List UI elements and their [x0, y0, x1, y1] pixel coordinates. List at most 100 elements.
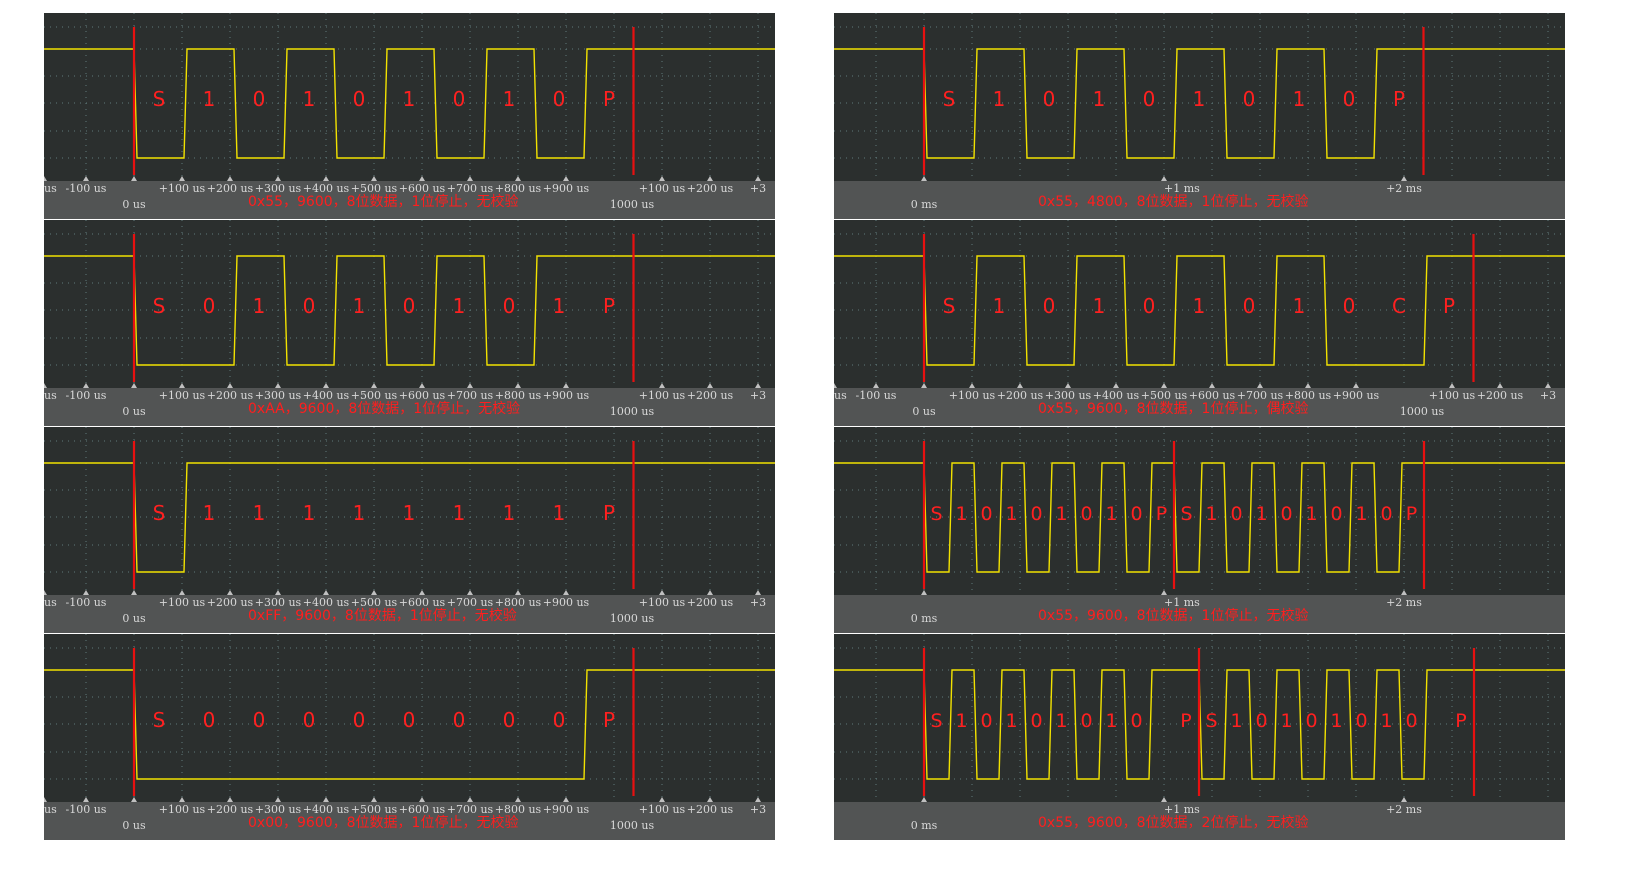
tick-label: +100 us	[949, 389, 996, 402]
tick-arrow	[1401, 176, 1407, 181]
left-column: us -100 us +100 us +200 us +300 us +400 us +50…	[44, 13, 775, 872]
bit-label: 0	[1355, 710, 1367, 732]
tick-label: -100 us	[66, 803, 107, 816]
tick-label: -100 us	[66, 389, 107, 402]
tick-label: +700 us	[447, 182, 494, 195]
bit-label: 1	[503, 501, 516, 525]
bit-label: 0	[1230, 503, 1242, 525]
tick-label: +900 us	[543, 182, 590, 195]
panel-caption: 0xFF，9600，8位数据，1位停止，无校验	[248, 607, 517, 624]
bit-label: S	[1205, 710, 1217, 732]
tick-arrow	[563, 176, 569, 181]
tick-arrow	[707, 797, 713, 802]
bit-label: 0	[1143, 87, 1156, 111]
bit-label: 1	[553, 501, 566, 525]
tick-label: +400 us	[303, 803, 350, 816]
bit-label: 1	[1205, 503, 1217, 525]
panel-caption: 0x55，9600，8位数据，1位停止，无校验	[248, 193, 518, 210]
tick-arrow	[227, 797, 233, 802]
bit-label: 0	[1343, 294, 1356, 318]
bit-label: 0	[1043, 87, 1056, 111]
bit-label: P	[1443, 294, 1455, 318]
right-column: +1 ms +2 ms 0 ms 0x55，4800，8位数据，1位停止，无校验 S 1 0…	[834, 13, 1565, 872]
end-time-label: 1000 us	[610, 405, 655, 418]
axis-strip	[44, 181, 775, 219]
signal-trace	[834, 255, 1565, 366]
tick-arrow	[467, 797, 473, 802]
tick-arrow	[707, 383, 713, 388]
end-time-label: 1000 us	[610, 612, 655, 625]
tick-arrow	[515, 590, 521, 595]
tick-label: +100 us	[639, 389, 686, 402]
bit-label: 0	[1030, 710, 1042, 732]
bit-label: 1	[1355, 503, 1367, 525]
bit-label: S	[930, 710, 942, 732]
tick-label: +300 us	[255, 182, 302, 195]
tick-arrow	[1113, 383, 1119, 388]
bit-label: 1	[1105, 710, 1117, 732]
tick-arrow	[1401, 797, 1407, 802]
tick-arrow	[1065, 383, 1071, 388]
bit-label: 0	[353, 87, 366, 111]
zero-time-label: 0 us	[912, 405, 936, 418]
bit-label: 0	[253, 708, 266, 732]
waveform-panel-0x55-9600-8e1: us -100 us +100 us +200 us +300 us +400 us +50…	[834, 220, 1565, 435]
tick-arrow	[131, 383, 137, 388]
zero-time-label: 0 us	[122, 819, 146, 832]
signal-trace	[44, 669, 775, 780]
bit-label: 1	[1330, 710, 1342, 732]
bit-label: 1	[1230, 710, 1242, 732]
tick-arrow	[44, 176, 47, 181]
tick-label: +200 us	[207, 389, 254, 402]
bit-label: 0	[553, 708, 566, 732]
bit-label: 1	[1293, 294, 1306, 318]
tick-label: +1 ms	[1164, 803, 1200, 816]
tick-label: us	[44, 389, 57, 402]
bit-label: 0	[1130, 710, 1142, 732]
tick-label: +600 us	[399, 596, 446, 609]
tick-label: us	[44, 182, 57, 195]
bit-label: 0	[1080, 503, 1092, 525]
bit-label: 0	[403, 708, 416, 732]
tick-arrow	[1545, 383, 1551, 388]
tick-arrow	[659, 797, 665, 802]
tick-arrow	[515, 383, 521, 388]
tick-label: +900 us	[543, 389, 590, 402]
tick-label: +200 us	[207, 182, 254, 195]
axis-strip	[44, 802, 775, 840]
panel-caption: 0x55，9600，8位数据，1位停止，无校验	[1038, 607, 1308, 624]
zero-time-label: 0 ms	[911, 612, 938, 625]
bit-label: 0	[1243, 87, 1256, 111]
tick-label: +200 us	[1477, 389, 1524, 402]
bit-label: 1	[503, 87, 516, 111]
waveform-panel-0x55x2-9600-8n1: +1 ms +2 ms 0 ms 0x55，9600，8位数据，1位停止，无校验 S 1 0…	[834, 427, 1565, 642]
tick-label: +1 ms	[1164, 182, 1200, 195]
bit-label: S	[153, 501, 166, 525]
tick-label: +100 us	[159, 389, 206, 402]
tick-label: +800 us	[495, 182, 542, 195]
waveform-panel-0x00-9600-8n1: us -100 us +100 us +200 us +300 us +400 us +50…	[44, 634, 775, 849]
tick-arrow	[1161, 590, 1167, 595]
signal-trace	[44, 255, 775, 366]
tick-label: +500 us	[351, 389, 398, 402]
tick-label: +700 us	[447, 596, 494, 609]
waveform-panel-0x55-4800-8n1: +1 ms +2 ms 0 ms 0x55，4800，8位数据，1位停止，无校验 S 1 0…	[834, 13, 1565, 228]
bit-label: 0	[503, 294, 516, 318]
bit-label: 1	[203, 87, 216, 111]
tick-label: +200 us	[997, 389, 1044, 402]
tick-label: +400 us	[1093, 389, 1140, 402]
tick-arrow	[755, 383, 761, 388]
bit-label: 0	[1405, 710, 1417, 732]
tick-arrow	[707, 176, 713, 181]
tick-label: +600 us	[1189, 389, 1236, 402]
tick-label: +300 us	[255, 596, 302, 609]
bit-label: 0	[453, 87, 466, 111]
tick-label: +700 us	[447, 803, 494, 816]
panel-gap	[44, 840, 775, 849]
tick-arrow	[44, 797, 47, 802]
tick-arrow	[227, 383, 233, 388]
bit-label: 1	[1005, 710, 1017, 732]
tick-label: +800 us	[495, 389, 542, 402]
tick-label: +3	[750, 596, 766, 609]
